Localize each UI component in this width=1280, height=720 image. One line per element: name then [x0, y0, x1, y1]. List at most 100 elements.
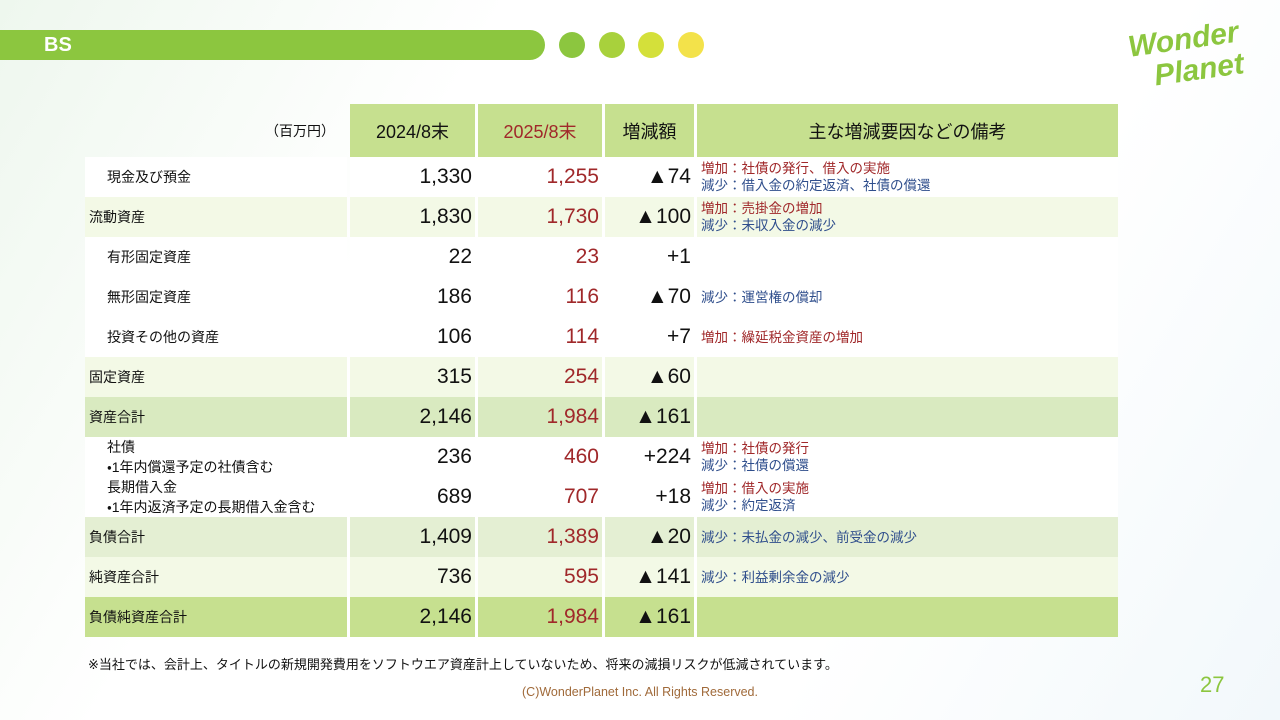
notes: 減少：利益剰余金の減少 — [697, 557, 1118, 597]
value-2024: 2,146 — [350, 397, 475, 437]
row-label: 現金及び預金 — [85, 157, 347, 197]
sublabel-text: ・1年内返済予定の長期借入金含む — [107, 499, 316, 515]
header-row: （百万円） 2024/8末 2025/8末 増減額 主な増減要因などの備考 — [85, 104, 1118, 157]
page-number: 27 — [1200, 672, 1225, 697]
table-row: 純資産合計 736 595 ▲141 減少：利益剰余金の減少 — [85, 557, 1118, 597]
label-text: 負債合計 — [89, 529, 145, 545]
value-2024: 315 — [350, 357, 475, 397]
note-decrease: 減少：借入金の約定返済、社債の償還 — [701, 178, 931, 193]
label-text: 流動資産 — [89, 209, 145, 225]
note-increase: 増加：社債の発行 — [701, 441, 809, 456]
table-row: 社債 ・1年内償還予定の社債含む 236 460 +224 増加：社債の発行 減少：社債の償… — [85, 437, 1118, 477]
value-2024: 106 — [350, 317, 475, 357]
column-header: 主な増減要因などの備考 — [697, 104, 1118, 157]
logo: Wonder Planet — [1126, 16, 1246, 96]
value-diff: ▲74 — [605, 157, 694, 197]
note-decrease: 減少：利益剰余金の減少 — [701, 569, 850, 585]
value-diff: +224 — [605, 437, 694, 477]
note-decrease: 減少：運営権の償却 — [701, 289, 823, 305]
value-2025: 595 — [478, 557, 602, 597]
copyright: (C)WonderPlanet Inc. All Rights Reserved… — [522, 685, 758, 699]
value-2024: 1,830 — [350, 197, 475, 237]
dot — [559, 32, 585, 58]
note-decrease: 減少：未払金の減少、前受金の減少 — [701, 529, 917, 545]
column-header: 2024/8末 — [350, 104, 475, 157]
notes: 増加：社債の発行、借入の実施減少：借入金の約定返済、社債の償還 — [697, 157, 1118, 197]
dot — [678, 32, 704, 58]
table-body: 現金及び預金 1,330 1,255 ▲74 増加：社債の発行、借入の実施 減少：借入金の… — [85, 157, 1118, 637]
value-2024: 1,330 — [350, 157, 475, 197]
row-label: 社債 ・1年内償還予定の社債含む — [85, 437, 347, 477]
value-2025: 116 — [478, 277, 602, 317]
row-label: 資産合計 — [85, 397, 347, 437]
value-2025: 1,730 — [478, 197, 602, 237]
note-decrease: 減少：約定返済 — [701, 498, 796, 513]
value-diff: +1 — [605, 237, 694, 277]
table-row: 流動資産 1,830 1,730 ▲100 増加：売掛金の増加 減少：未収入金の減少 — [85, 197, 1118, 237]
label-text: 有形固定資産 — [107, 249, 191, 265]
value-diff: ▲60 — [605, 357, 694, 397]
label-text: 長期借入金 — [107, 479, 177, 495]
value-diff: +7 — [605, 317, 694, 357]
value-2025: 1,984 — [478, 397, 602, 437]
value-2025: 1,255 — [478, 157, 602, 197]
value-diff: ▲100 — [605, 197, 694, 237]
value-2025: 254 — [478, 357, 602, 397]
table-row: 負債純資産合計 2,146 1,984 ▲161 — [85, 597, 1118, 637]
table-row: 現金及び預金 1,330 1,255 ▲74 増加：社債の発行、借入の実施 減少：借入金の… — [85, 157, 1118, 197]
notes: 減少：未払金の減少、前受金の減少 — [697, 517, 1118, 557]
row-label: 長期借入金・1年内返済予定の長期借入金含む — [85, 477, 347, 517]
value-diff: ▲20 — [605, 517, 694, 557]
value-2025: 23 — [478, 237, 602, 277]
value-2024: 689 — [350, 477, 475, 517]
notes — [697, 397, 1118, 437]
table-row: 資産合計 2,146 1,984 ▲161 — [85, 397, 1118, 437]
value-diff: +18 — [605, 477, 694, 517]
value-2024: 22 — [350, 237, 475, 277]
notes — [697, 357, 1118, 397]
label-text: 現金及び預金 — [107, 169, 191, 185]
value-2025: 460 — [478, 437, 602, 477]
value-diff: ▲70 — [605, 277, 694, 317]
row-label: 負債合計 — [85, 517, 347, 557]
value-2025: 1,984 — [478, 597, 602, 637]
value-2025: 1,389 — [478, 517, 602, 557]
notes: 増加：売掛金の増加 減少：未収入金の減少 — [697, 197, 1118, 237]
notes: 減少：運営権の償却 — [697, 277, 1118, 317]
value-2024: 186 — [350, 277, 475, 317]
label-text: 資産合計 — [89, 409, 145, 425]
table-row: 長期借入金 ・1年内返済予定の長期借入金含む 689 707 +18 増加：借入の実施 減少… — [85, 477, 1118, 517]
note-decrease: 減少：社債の償還 — [701, 458, 809, 473]
label-text: 純資産合計 — [89, 569, 159, 585]
label-text: 固定資産 — [89, 369, 145, 385]
notes — [697, 597, 1118, 637]
label-text: 負債純資産合計 — [89, 609, 187, 625]
sublabel-text: ・1年内償還予定の社債含む — [107, 459, 274, 475]
note-decrease: 減少：未収入金の減少 — [701, 218, 836, 233]
label-text: 投資その他の資産 — [107, 329, 219, 345]
row-label: 投資その他の資産 — [85, 317, 347, 357]
value-2024: 236 — [350, 437, 475, 477]
unit: （百万円） — [265, 122, 335, 139]
row-label: 固定資産 — [85, 357, 347, 397]
notes: 増加：社債の発行 減少：社債の償還 — [697, 437, 1118, 477]
title: BS — [44, 34, 72, 56]
table-row: 無形固定資産 186 116 ▲70 減少：運営権の償却 — [85, 277, 1118, 317]
footnote: ※当社では、会計上、タイトルの新規開発費用をソフトウエア資産計上していないため、… — [88, 657, 838, 672]
value-diff: ▲141 — [605, 557, 694, 597]
label-text: 無形固定資産 — [107, 289, 191, 305]
dot — [638, 32, 664, 58]
notes: 増加：借入の実施 減少：約定返済 — [697, 477, 1118, 517]
value-diff: ▲161 — [605, 397, 694, 437]
row-label: 流動資産 — [85, 197, 347, 237]
note-increase: 増加：社債の発行、借入の実施 — [701, 161, 890, 176]
notes: 増加：繰延税金資産の増加 — [697, 317, 1118, 357]
bs-table: （百万円） 2024/8末 2025/8末 増減額 主な増減要因などの備考 現金… — [82, 104, 1121, 637]
note-increase: 増加：借入の実施 — [701, 481, 809, 496]
dot — [599, 32, 625, 58]
value-2025: 114 — [478, 317, 602, 357]
row-label: 無形固定資産 — [85, 277, 347, 317]
table-row: 固定資産 315 254 ▲60 — [85, 357, 1118, 397]
table-row: 有形固定資産 22 23 +1 — [85, 237, 1118, 277]
